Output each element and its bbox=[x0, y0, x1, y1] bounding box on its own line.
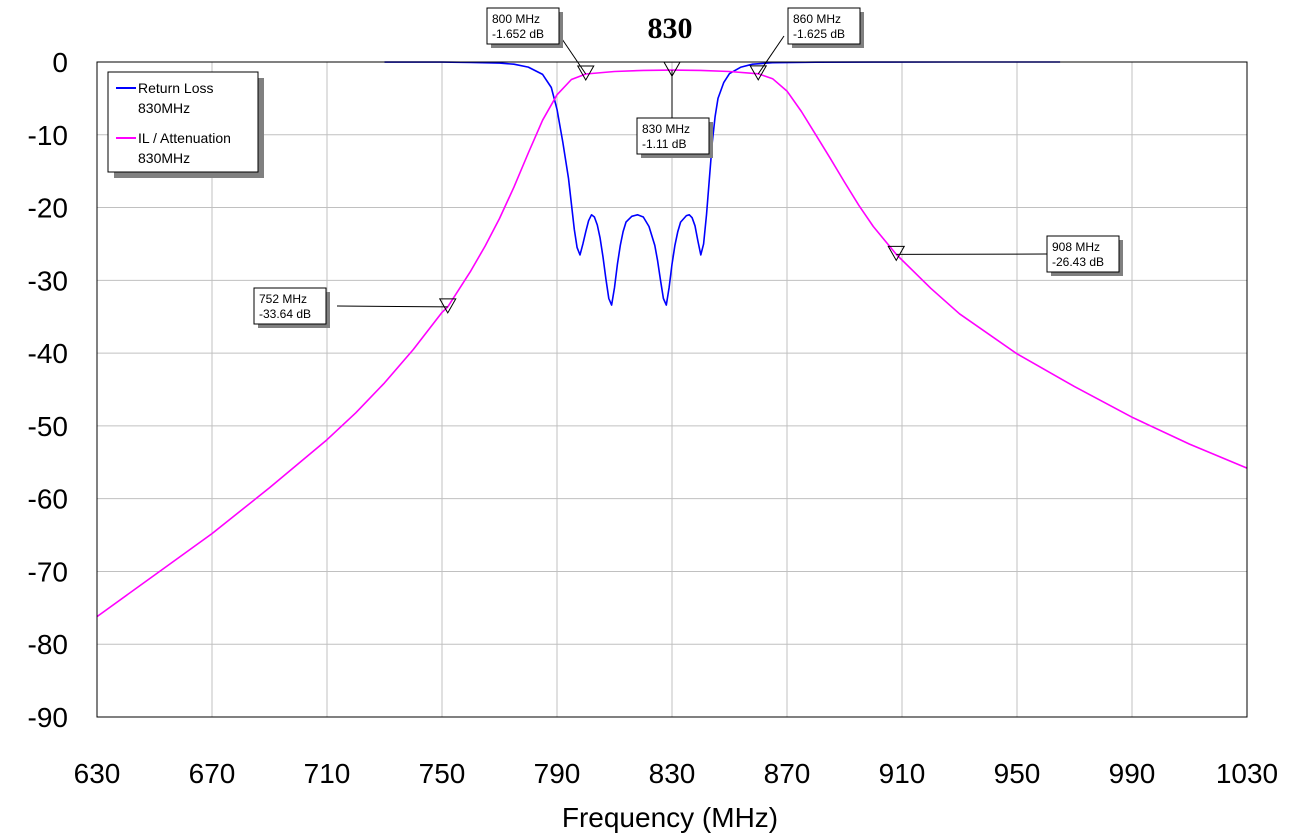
marker-triangle bbox=[887, 245, 906, 262]
y-tick-label: -10 bbox=[28, 120, 68, 151]
y-tick-label: -70 bbox=[28, 556, 68, 587]
marker-box bbox=[1046, 235, 1120, 273]
y-tick-label: -50 bbox=[28, 411, 68, 442]
grid-lines bbox=[96, 61, 1248, 718]
x-tick-label: 750 bbox=[419, 758, 466, 789]
return-loss-line bbox=[384, 61, 1061, 306]
y-tick-labels: 0 -10 -20 -30 -40 -50 -60 -70 -80 -90 bbox=[28, 47, 68, 733]
x-tick-label: 870 bbox=[764, 758, 811, 789]
marker-label-db: -33.64 dB bbox=[259, 307, 311, 321]
marker-leader bbox=[559, 35, 587, 75]
x-tick-label: 910 bbox=[879, 758, 926, 789]
y-tick-label: -30 bbox=[28, 265, 68, 296]
marker-label-freq: 800 MHz bbox=[492, 12, 540, 26]
marker-triangle bbox=[438, 298, 457, 314]
y-tick-label: -60 bbox=[28, 484, 68, 515]
y-tick-label: -40 bbox=[28, 338, 68, 369]
x-tick-label: 950 bbox=[994, 758, 1041, 789]
legend-sublabel: 830MHz bbox=[138, 100, 190, 116]
marker-box bbox=[486, 7, 560, 45]
legend-label: Return Loss bbox=[138, 80, 213, 96]
marker-triangle bbox=[663, 61, 681, 78]
legend-label: IL / Attenuation bbox=[138, 130, 231, 146]
x-tick-label: 1030 bbox=[1216, 758, 1278, 789]
marker-label-freq: 830 MHz bbox=[642, 122, 690, 136]
marker-box bbox=[636, 117, 710, 155]
marker-box bbox=[253, 287, 327, 325]
chart-title: 830 bbox=[648, 12, 693, 45]
y-tick-label: -20 bbox=[28, 193, 68, 224]
x-tick-label: 790 bbox=[534, 758, 581, 789]
marker-leader bbox=[336, 305, 448, 308]
x-tick-label: 670 bbox=[189, 758, 236, 789]
x-axis-title: Frequency (MHz) bbox=[562, 802, 778, 833]
marker-label-db: -26.43 dB bbox=[1052, 255, 1104, 269]
marker-label-db: -1.652 dB bbox=[492, 27, 544, 41]
x-tick-label: 990 bbox=[1109, 758, 1156, 789]
x-tick-label: 830 bbox=[649, 758, 696, 789]
marker-triangle bbox=[576, 65, 595, 82]
x-tick-label: 710 bbox=[304, 758, 351, 789]
marker-label-freq: 860 MHz bbox=[793, 12, 841, 26]
marker-label-db: -1.625 dB bbox=[793, 27, 845, 41]
legend: Return Loss 830MHz IL / Attenuation 830MHz bbox=[107, 71, 264, 178]
marker-triangle bbox=[749, 65, 768, 81]
insertion-loss-line bbox=[96, 69, 1248, 618]
legend-sublabel: 830MHz bbox=[138, 150, 190, 166]
y-tick-label: -90 bbox=[28, 702, 68, 733]
marker-label-db: -1.11 dB bbox=[642, 137, 686, 151]
y-tick-label: -80 bbox=[28, 629, 68, 660]
marker-leader bbox=[757, 35, 785, 75]
x-tick-labels: 630 670 710 750 790 830 870 910 950 990 1030 bbox=[74, 758, 1279, 789]
marker-label-freq: 908 MHz bbox=[1052, 240, 1100, 254]
marker-box bbox=[787, 7, 861, 45]
x-tick-label: 630 bbox=[74, 758, 121, 789]
marker-label-freq: 752 MHz bbox=[259, 292, 307, 306]
y-tick-label: 0 bbox=[52, 47, 68, 78]
